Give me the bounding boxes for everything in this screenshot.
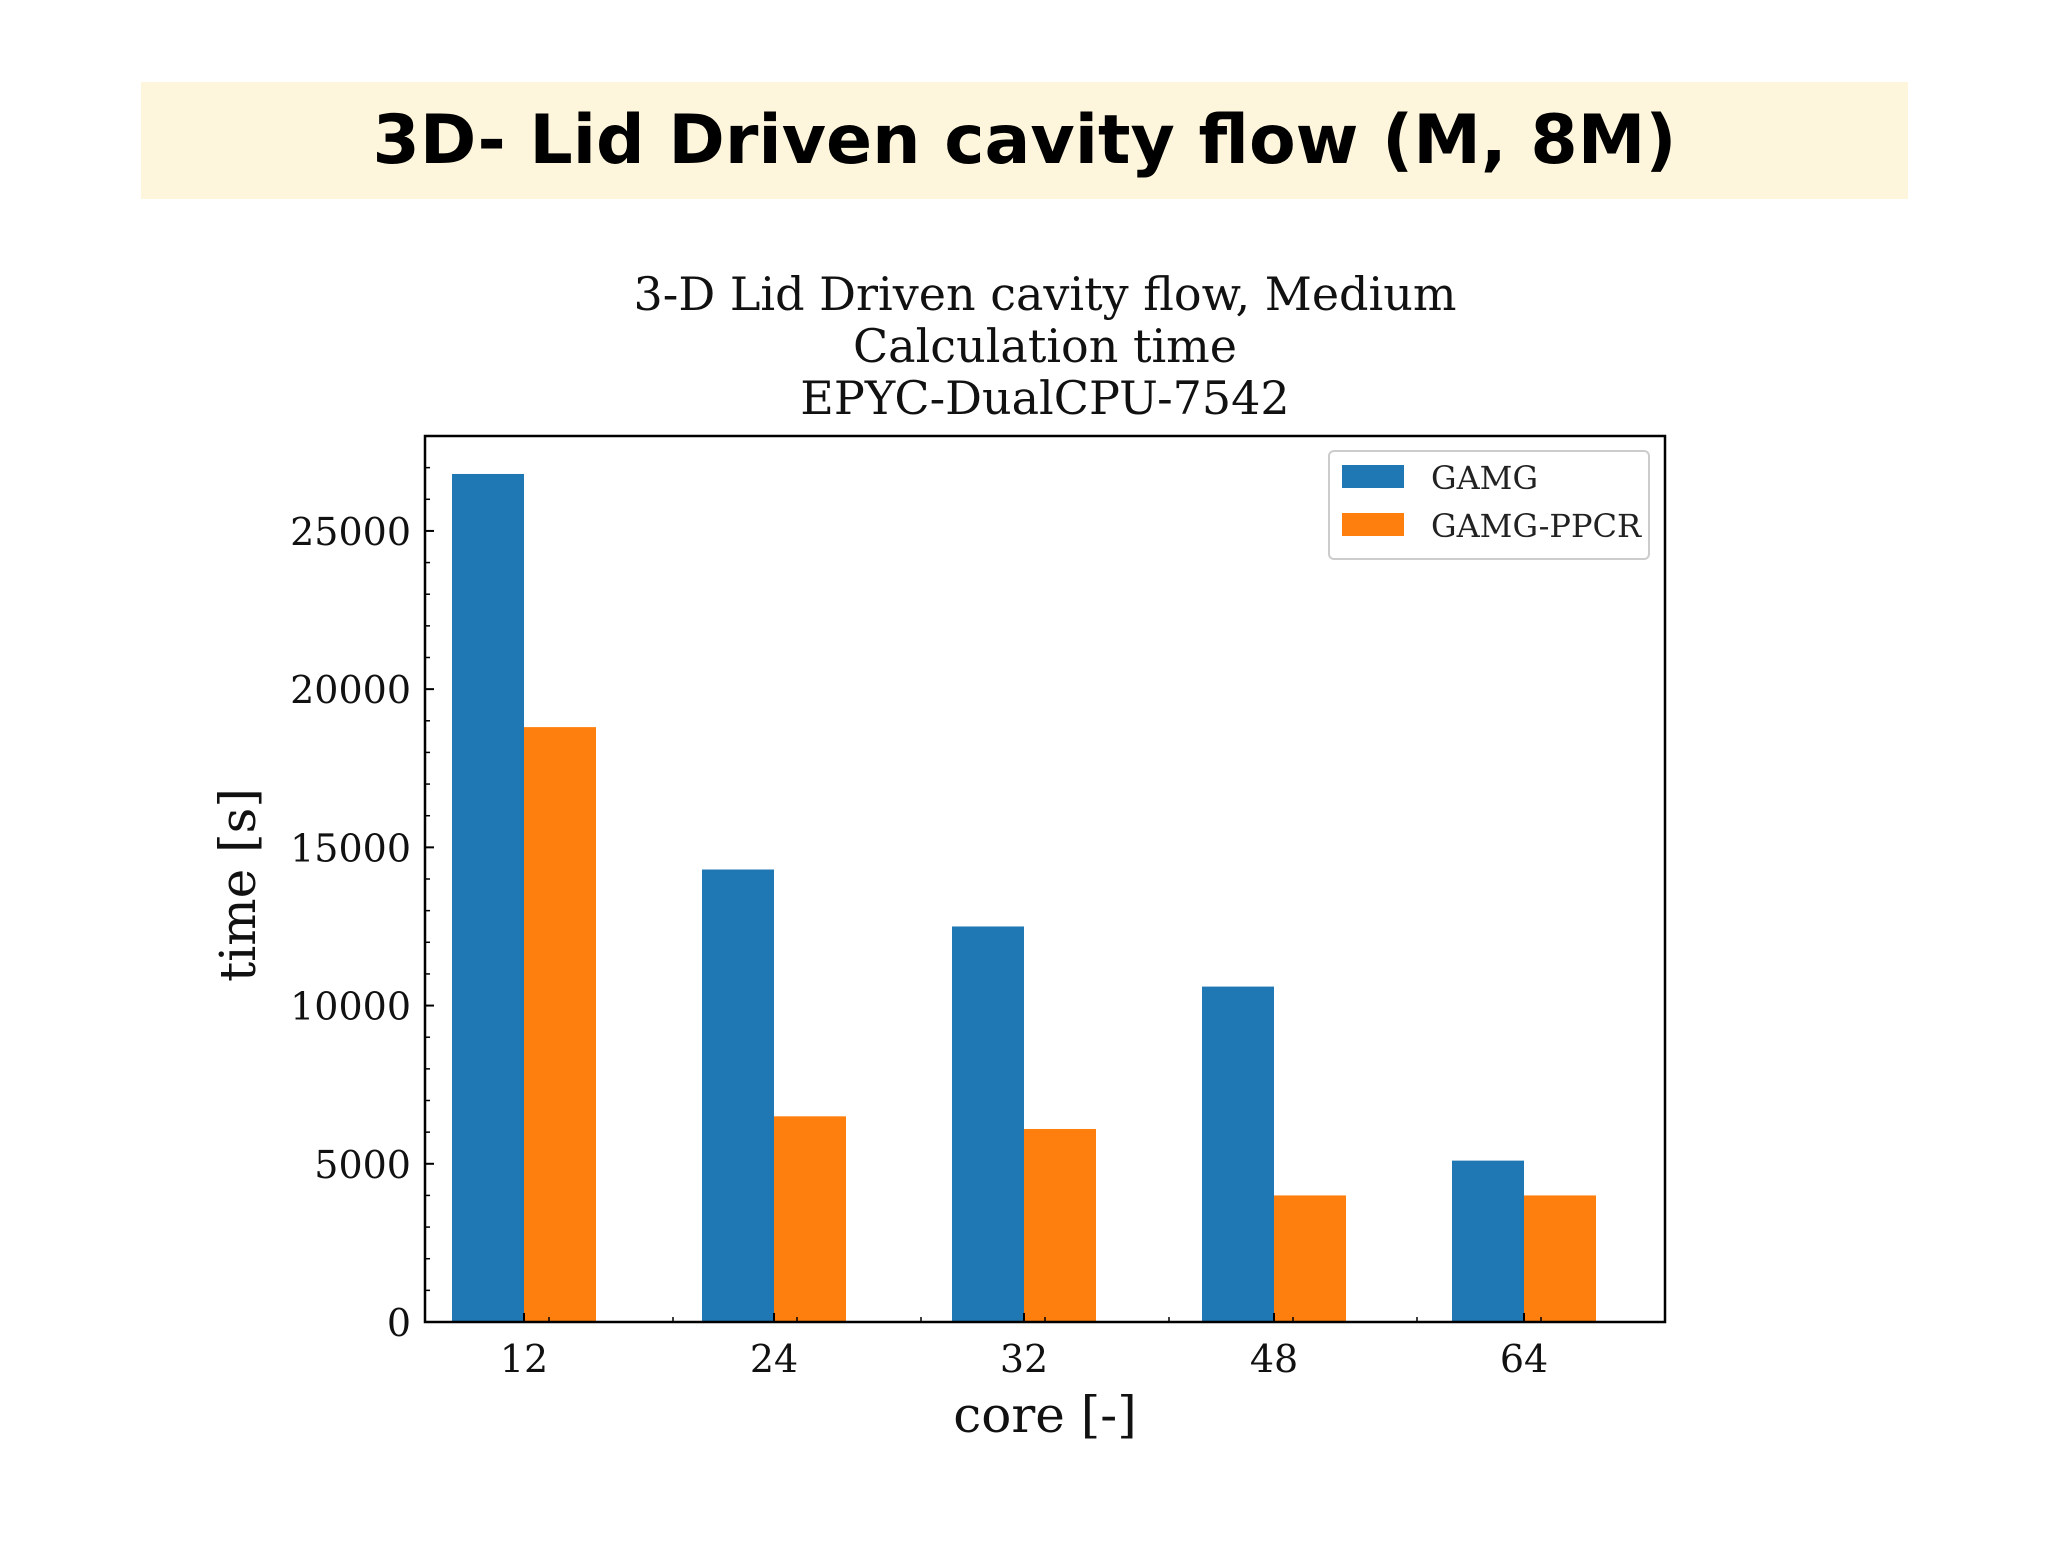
legend-swatch-gamg-ppcr — [1342, 513, 1404, 536]
y-tick-label: 5000 — [314, 1143, 411, 1187]
chart-title-line: 3-D Lid Driven cavity flow, Medium — [634, 267, 1457, 321]
bar-gamg-48 — [1202, 986, 1274, 1322]
bar-gamg-12 — [452, 473, 524, 1322]
bar-gamg-32 — [952, 926, 1024, 1322]
bar-gamg-ppcr-48 — [1274, 1195, 1346, 1322]
plot-frame — [423, 434, 1667, 1324]
x-tick-label: 48 — [1250, 1337, 1298, 1381]
chart-title: 3-D Lid Driven cavity flow, MediumCalcul… — [634, 267, 1457, 425]
legend-box — [1328, 450, 1650, 560]
x-tick-label: 24 — [750, 1337, 798, 1381]
x-axis-label: core [-] — [953, 1386, 1136, 1444]
bar-gamg-64 — [1452, 1160, 1524, 1322]
x-tick-label: 12 — [500, 1337, 548, 1381]
y-tick-label: 20000 — [290, 668, 411, 712]
x-tick-label: 32 — [1000, 1337, 1048, 1381]
legend: GAMG GAMG-PPCR — [1328, 450, 1650, 560]
chart-title-line: EPYC-DualCPU-7542 — [800, 371, 1289, 425]
bar-gamg-ppcr-12 — [524, 727, 596, 1322]
x-axis: 12 24 32 48 64 — [424, 1313, 1666, 1381]
y-tick-label: 0 — [387, 1301, 411, 1345]
y-tick-label: 10000 — [290, 985, 411, 1029]
x-tick-label: 64 — [1500, 1337, 1548, 1381]
legend-swatch-gamg — [1342, 465, 1404, 488]
bar-gamg-ppcr-64 — [1524, 1195, 1596, 1322]
y-axis: 0 5000 10000 15000 20000 25000 — [290, 435, 434, 1345]
y-tick-label: 15000 — [290, 826, 411, 870]
bar-gamg-24 — [702, 869, 774, 1322]
slide-title: 3D- Lid Driven cavity flow (M, 8M) — [372, 101, 1677, 180]
bar-gamg-ppcr-24 — [774, 1116, 846, 1322]
chart-title-line: Calculation time — [853, 319, 1237, 373]
bars — [452, 473, 1596, 1322]
legend-label: GAMG — [1431, 459, 1538, 497]
title-banner: 3D- Lid Driven cavity flow (M, 8M) — [141, 82, 1908, 199]
y-axis-label: time [s] — [209, 788, 267, 982]
bar-gamg-ppcr-32 — [1024, 1128, 1096, 1322]
legend-label: GAMG-PPCR — [1431, 507, 1642, 545]
y-tick-label: 25000 — [290, 510, 411, 554]
